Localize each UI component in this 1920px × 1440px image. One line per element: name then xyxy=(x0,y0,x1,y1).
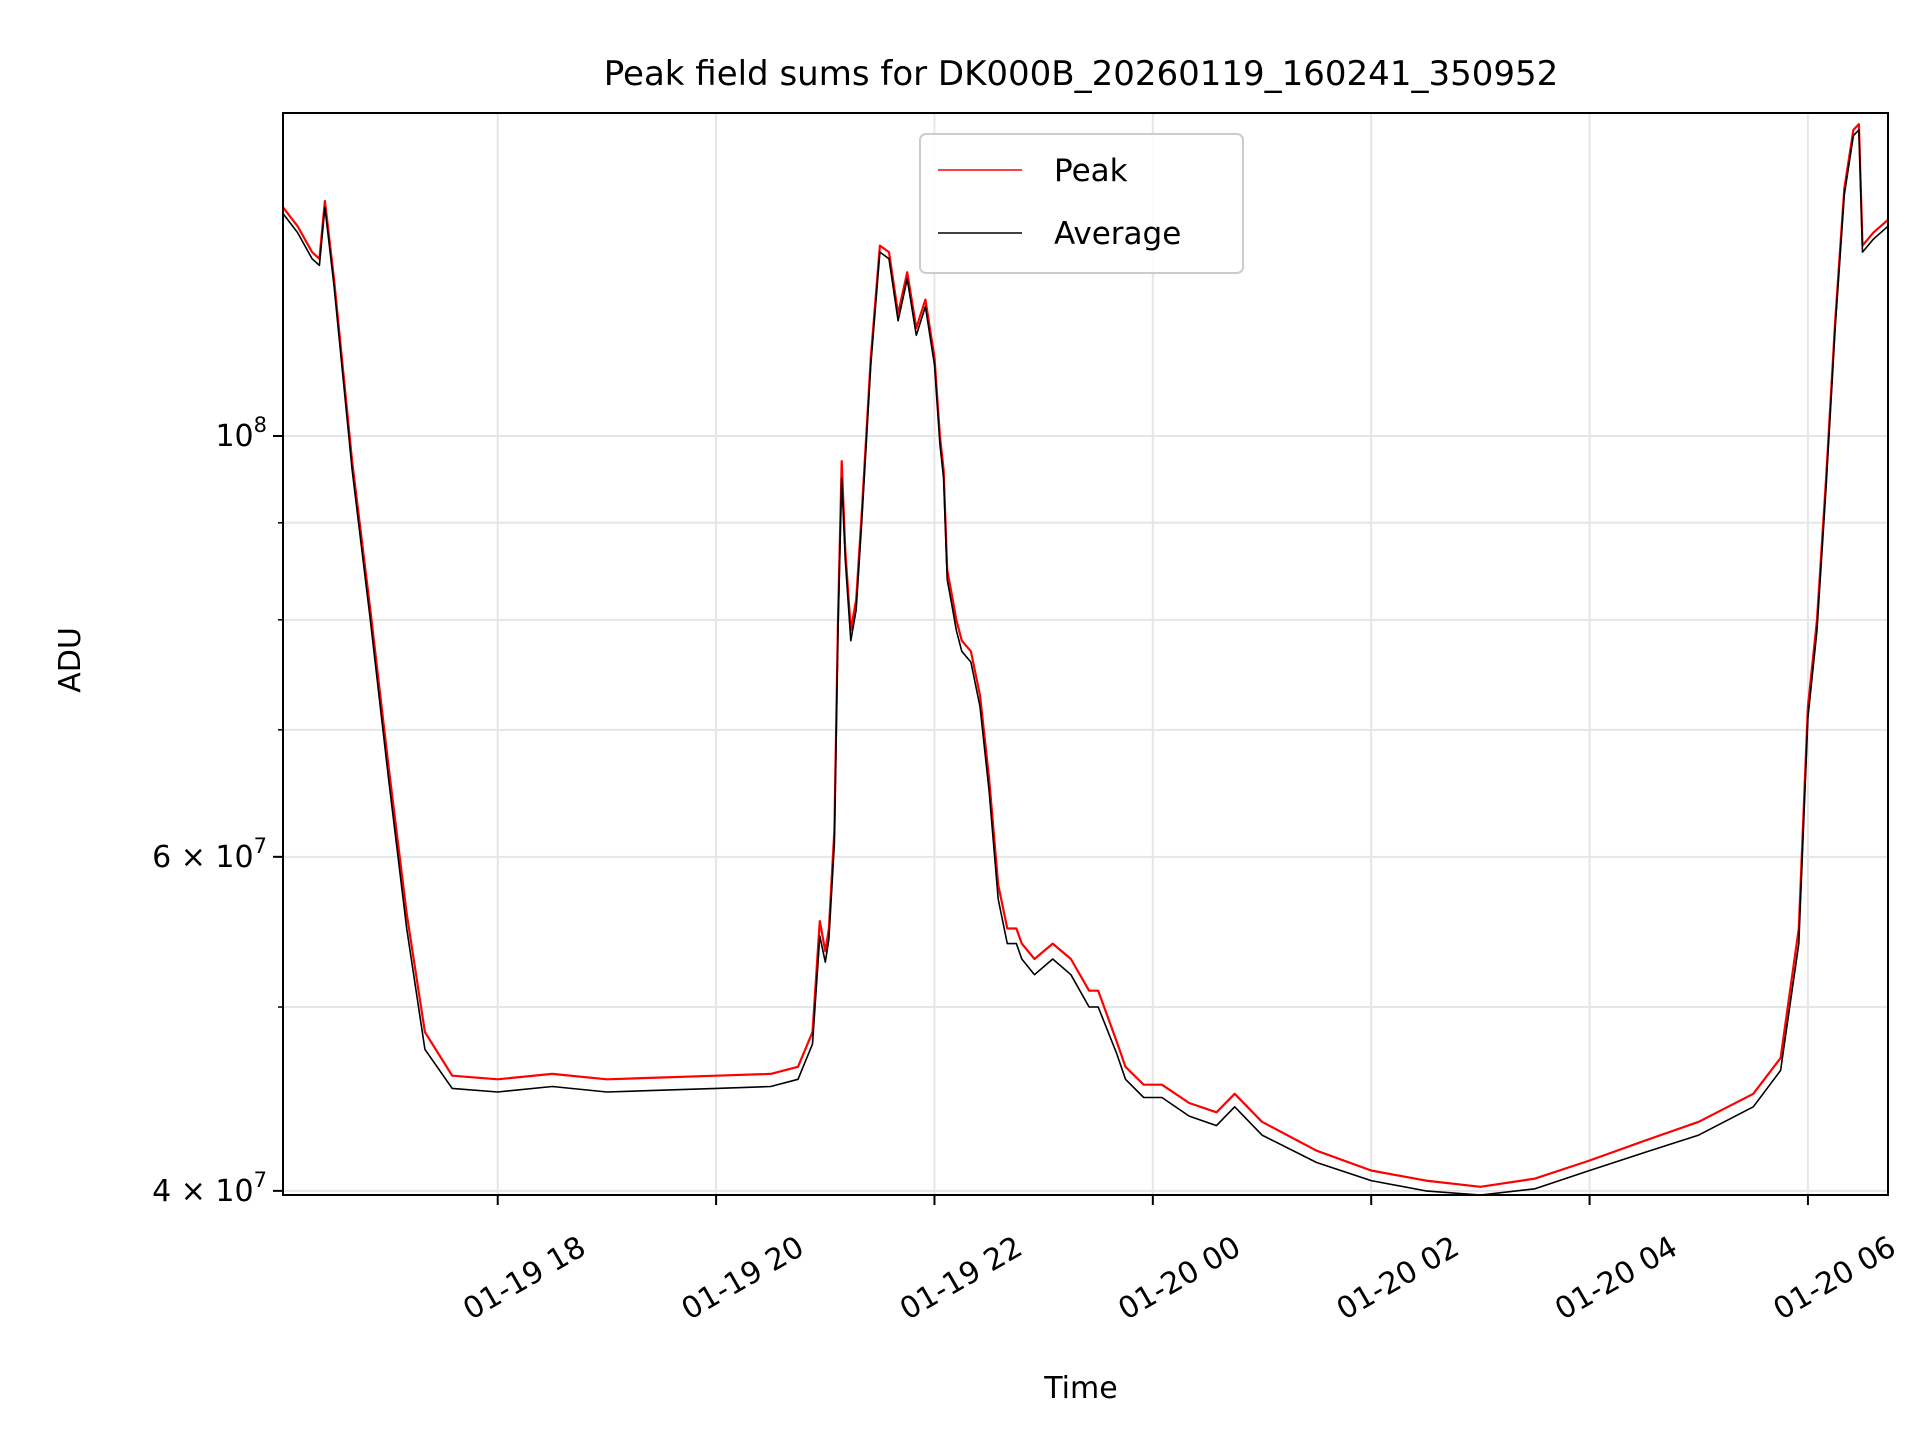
y-tick-base: 10 xyxy=(215,419,253,454)
y-tick-label: 4 × 107 xyxy=(152,1168,267,1209)
y-tick-exponent: 8 xyxy=(254,413,267,437)
y-tick-exponent: 7 xyxy=(254,1168,267,1192)
legend-average-label: Average xyxy=(1054,216,1181,252)
series-layer xyxy=(283,123,1888,1195)
legend-box xyxy=(919,133,1244,274)
x-axis-label: Time xyxy=(1043,1371,1117,1406)
chart-title: Peak field sums for DK000B_20260119_1602… xyxy=(604,54,1559,94)
y-tick-base: 4 × 10 xyxy=(152,1174,253,1209)
legend: Peak Average xyxy=(919,133,1244,274)
y-tick-label: 108 xyxy=(215,413,267,454)
grid xyxy=(283,113,1888,1195)
y-axis-label: ADU xyxy=(53,627,88,693)
series-line-average xyxy=(283,129,1888,1195)
legend-peak-label: Peak xyxy=(1054,153,1128,189)
plot-frame xyxy=(282,112,1889,1196)
y-tick-exponent: 7 xyxy=(254,834,267,858)
y-tick-base: 6 × 10 xyxy=(152,840,253,875)
series-line-peak xyxy=(283,123,1888,1188)
y-tick-label: 6 × 107 xyxy=(152,834,267,875)
